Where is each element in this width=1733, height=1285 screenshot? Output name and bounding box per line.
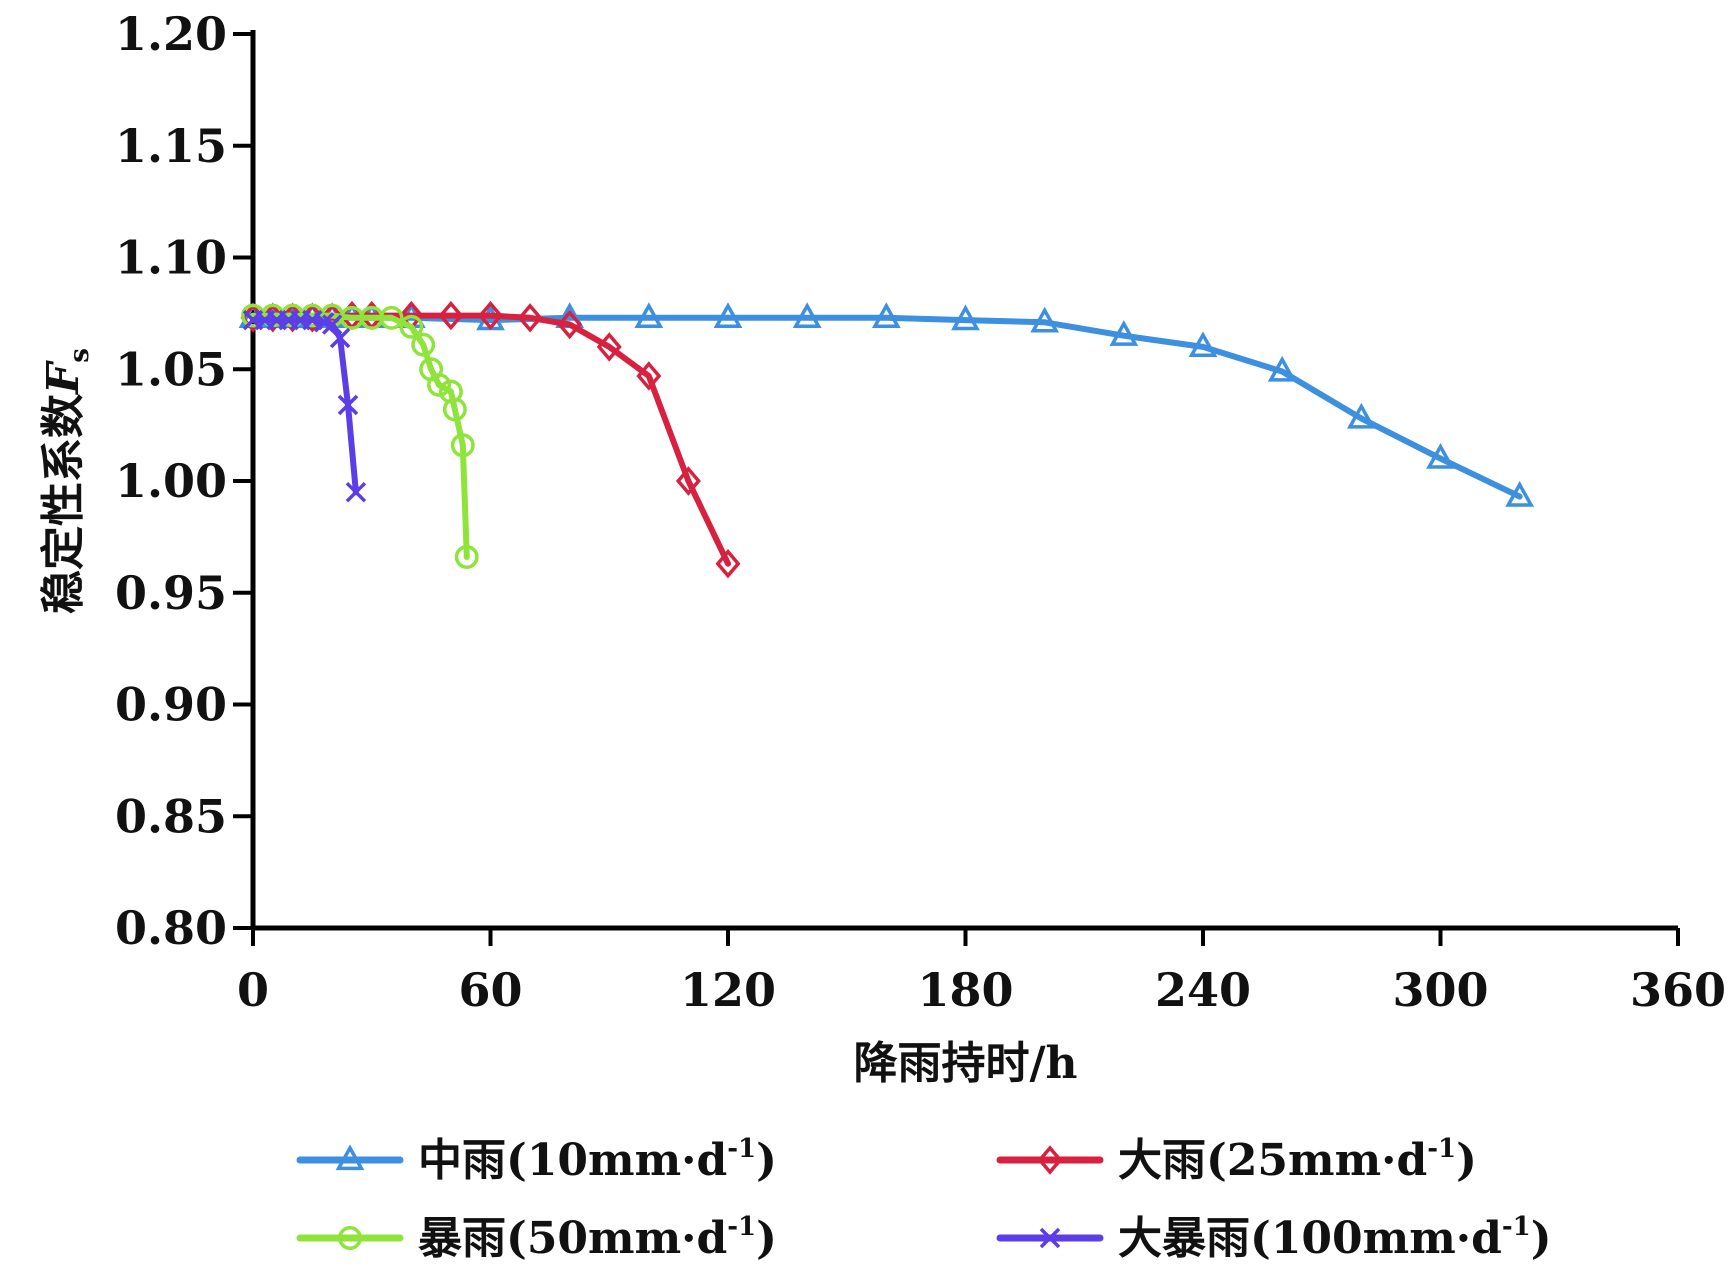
y-axis-title: 稳定性系数Fs	[38, 348, 95, 614]
y-axis-title-var: F	[38, 360, 89, 396]
data-point	[1505, 481, 1535, 507]
x-tick-label: 240	[1155, 963, 1251, 1017]
data-point	[517, 303, 543, 333]
data-point	[427, 372, 451, 397]
legend-label-main: 大雨(25mm·d	[1118, 1135, 1427, 1186]
legend-label: 大暴雨(100mm·d-1)	[1118, 1212, 1552, 1264]
data-point	[442, 397, 467, 422]
y-tick-label: 0.90	[115, 678, 227, 732]
legend-label-end: )	[1531, 1213, 1552, 1264]
data-point	[715, 548, 741, 579]
legend-label-sup: -1	[727, 1134, 756, 1164]
data-point	[321, 314, 343, 335]
y-tick-label: 1.20	[115, 7, 227, 61]
y-axis-title-sub: s	[65, 348, 95, 363]
x-tick-label: 0	[237, 963, 269, 1017]
data-point	[951, 304, 980, 331]
legend-label-sup: -1	[1502, 1212, 1531, 1242]
y-tick-label: 1.10	[115, 231, 227, 285]
legend-marker	[1039, 1227, 1061, 1249]
x-tick-label: 360	[1630, 963, 1726, 1017]
data-point	[1188, 331, 1218, 358]
data-point	[557, 309, 583, 340]
data-point	[379, 305, 404, 330]
data-point	[1030, 306, 1060, 333]
data-point	[636, 361, 662, 391]
legend-label-end: )	[756, 1213, 777, 1264]
data-point	[1267, 355, 1297, 382]
data-point	[634, 302, 664, 328]
data-point	[399, 314, 424, 339]
series-4	[242, 309, 367, 503]
series-line	[250, 312, 470, 560]
legend-item: 大暴雨(100mm·d-1)	[996, 1212, 1552, 1264]
x-tick-label: 300	[1392, 963, 1488, 1017]
x-tick-label: 120	[680, 963, 776, 1017]
series-line	[250, 314, 1523, 500]
series-line	[250, 317, 359, 496]
data-point	[411, 332, 436, 357]
legend-marker	[338, 1226, 362, 1250]
data-point	[329, 327, 351, 349]
data-point	[450, 433, 475, 458]
axes: 0.80 0.85 0.90 0.95 1.00 1.05 1.10 1.15 1.20 0 60 1…	[115, 7, 1726, 1017]
series-layer	[238, 300, 1535, 579]
data-point	[596, 332, 622, 362]
series-3	[241, 303, 479, 569]
y-tick-label: 0.95	[115, 566, 227, 620]
data-point	[792, 302, 822, 328]
legend-label: 中雨(10mm·d-1)	[418, 1134, 777, 1186]
legend-label: 暴雨(50mm·d-1)	[418, 1212, 777, 1264]
data-point	[345, 481, 367, 503]
legend-item: 大雨(25mm·d-1)	[996, 1134, 1477, 1186]
y-tick-label: 0.85	[115, 789, 227, 843]
legend-label-sup: -1	[727, 1212, 756, 1242]
data-point	[1426, 443, 1455, 469]
legend-marker	[335, 1144, 365, 1171]
data-point	[337, 394, 359, 416]
legend-label-end: )	[756, 1135, 777, 1186]
y-tick-label: 1.15	[115, 119, 227, 173]
data-point	[713, 302, 743, 328]
data-point	[871, 302, 901, 328]
y-tick-label: 1.00	[115, 454, 227, 508]
series-line	[250, 312, 731, 567]
data-point	[454, 545, 479, 569]
y-axis-title-main: 稳定性系数	[38, 394, 89, 614]
legend-item: 暴雨(50mm·d-1)	[296, 1212, 777, 1264]
data-point	[438, 300, 464, 331]
data-point	[1346, 402, 1376, 429]
legend-label-main: 暴雨(50mm·d	[418, 1213, 727, 1264]
series-1	[238, 302, 1535, 507]
y-tick-label: 1.05	[115, 342, 227, 396]
series-2	[240, 300, 741, 579]
legend-item: 中雨(10mm·d-1)	[296, 1134, 777, 1186]
legend-label-sup: -1	[1427, 1134, 1456, 1164]
legend-label-main: 中雨(10mm·d	[418, 1135, 727, 1186]
legend-label-end: )	[1456, 1135, 1477, 1186]
legend-marker	[1037, 1145, 1063, 1175]
x-tick-label: 180	[917, 963, 1013, 1017]
y-tick-label: 0.80	[115, 901, 227, 955]
legend: 中雨(10mm·d-1) 大雨(25mm·d-1)暴雨(50mm·d-1) 大暴雨(…	[296, 1134, 1552, 1264]
x-tick-label: 60	[458, 963, 522, 1017]
data-point	[1109, 320, 1139, 346]
data-point	[478, 300, 503, 331]
legend-label-main: 大暴雨(100mm·d	[1118, 1213, 1502, 1264]
legend-label: 大雨(25mm·d-1)	[1118, 1134, 1477, 1186]
x-axis-title: 降雨持时/h	[853, 1038, 1077, 1089]
data-point	[675, 466, 701, 496]
